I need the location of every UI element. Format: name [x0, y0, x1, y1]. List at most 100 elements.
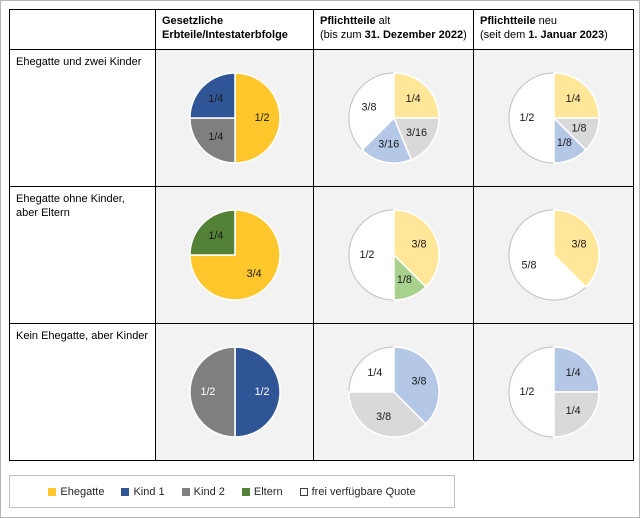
legend-item-eltern: Eltern — [241, 485, 283, 498]
legend-label: Eltern — [253, 485, 283, 498]
legend-label: frei verfügbare Quote — [311, 485, 416, 498]
legend-item-frei-verfuegbare-quote: frei verfügbare Quote — [299, 485, 416, 498]
legend-swatch-ehegatte — [48, 487, 57, 496]
pie-slice-kind-2 — [188, 346, 236, 438]
column-header-pflichtteile-alt: Pflichtteile alt (bis zum 31. Dezember 2… — [314, 10, 474, 50]
pie-slice-label: 1/8 — [571, 122, 586, 134]
pie-slice-ehegatte — [552, 72, 600, 119]
pie-slice-kind-1 — [552, 346, 600, 393]
cell-r1-pflichtteile-neu: 1/4 1/8 1/8 1/2 — [474, 50, 633, 187]
pie-slice-label: 1/2 — [359, 249, 374, 261]
pie-slice-kind-2 — [347, 391, 427, 438]
legend-swatch-eltern — [241, 487, 250, 496]
cell-r2-pflichtteile-alt: 3/8 1/8 1/2 — [314, 187, 474, 324]
pie-container: 3/8 5/8 — [505, 206, 603, 304]
pie-slice-label: 1/4 — [367, 367, 382, 379]
column-header-line: Pflichtteile neu — [480, 15, 558, 27]
pie-slice-label: 1/8 — [556, 137, 571, 149]
inheritance-table: Gesetzliche Erbteile/Intestaterbfolge Pf… — [9, 9, 634, 461]
legend-label: Kind 1 — [133, 485, 165, 498]
pie-slice-label: 3/16 — [406, 127, 427, 139]
legend-swatch-kind2 — [181, 487, 190, 496]
pie-slice-ehegatte — [552, 209, 600, 288]
pie-slice-label: 1/2 — [519, 386, 534, 398]
pie-chart: 3/8 3/8 1/4 — [347, 346, 440, 438]
pie-slice-label: 3/16 — [378, 139, 399, 151]
legend-item-kind1: Kind 1 — [121, 485, 165, 498]
pie-slice-label: 1/4 — [208, 93, 223, 105]
pie-slice-label: 1/8 — [396, 274, 411, 286]
pie-chart: 1/2 1/2 — [188, 346, 281, 438]
cell-r3-gesetzliche: 1/2 1/2 — [156, 324, 314, 460]
pie-slice-kind-2 — [392, 117, 440, 161]
pie-slice-frei-verf-gbare-quote — [347, 72, 394, 151]
pie-chart: 3/4 1/4 — [188, 209, 281, 301]
pie-chart: 3/8 1/8 1/2 — [347, 209, 440, 301]
pie-slice-label: 3/8 — [411, 376, 426, 388]
pie-container: 3/4 1/4 — [186, 206, 284, 304]
pie-slice-label: 3/4 — [246, 268, 261, 280]
pie-slice-label: 5/8 — [521, 259, 536, 271]
legend-swatch-kind1 — [121, 487, 130, 496]
cell-r1-pflichtteile-alt: 1/4 3/16 3/16 3/8 — [314, 50, 474, 187]
pie-slice-label: 1/2 — [200, 386, 215, 398]
pie-slice-ehegatte — [392, 72, 440, 119]
pie-slice-kind-1 — [360, 116, 412, 164]
pie-slice-label: 1/4 — [565, 367, 580, 379]
cell-r2-gesetzliche: 3/4 1/4 — [156, 187, 314, 324]
pie-slice-label: 1/4 — [208, 230, 223, 242]
pie-slice-kind-1 — [188, 72, 236, 119]
column-header-line: Erbteile/Intestaterbfolge — [162, 29, 288, 42]
cell-r3-pflichtteile-alt: 3/8 3/8 1/4 — [314, 324, 474, 460]
pie-slice-kind-2 — [552, 391, 600, 438]
legend: Ehegatte Kind 1 Kind 2 Eltern frei verfü… — [9, 475, 455, 508]
pie-container: 1/2 1/4 1/4 — [186, 69, 284, 167]
pie-container: 1/2 1/2 — [186, 343, 284, 441]
pie-slice-eltern — [188, 209, 236, 256]
row-label-ehegatte-ohne-kinder: Ehegatte ohne Kinder, aber Eltern — [10, 187, 156, 324]
pie-slice-label: 3/8 — [411, 239, 426, 251]
pie-container: 3/8 3/8 1/4 — [345, 343, 443, 441]
pie-slice-label: 1/4 — [565, 405, 580, 417]
pie-slice-label: 3/8 — [571, 239, 586, 251]
row-label-kein-ehegatte: Kein Ehegatte, aber Kinder — [10, 324, 156, 460]
cell-r1-gesetzliche: 1/2 1/4 1/4 — [156, 50, 314, 187]
column-header-line: Pflichtteile alt — [320, 15, 391, 27]
legend-swatch-frei — [299, 487, 308, 496]
column-header-line: (bis zum 31. Dezember 2022) — [320, 29, 467, 42]
pie-slice-frei-verf-gbare-quote — [347, 346, 394, 393]
pie-slice-label: 1/2 — [254, 386, 269, 398]
cell-r2-pflichtteile-neu: 3/8 5/8 — [474, 187, 633, 324]
pie-container: 1/4 1/4 1/2 — [505, 343, 603, 441]
legend-label: Kind 2 — [193, 485, 225, 498]
pie-slice-ehegatte — [233, 72, 281, 164]
cell-r3-pflichtteile-neu: 1/4 1/4 1/2 — [474, 324, 633, 460]
pie-container: 1/4 1/8 1/8 1/2 — [505, 69, 603, 167]
pie-slice-kind-1 — [392, 346, 440, 425]
pie-slice-frei-verf-gbare-quote — [507, 209, 587, 301]
pie-slice-label: 1/4 — [208, 131, 223, 143]
pie-container: 3/8 1/8 1/2 — [345, 206, 443, 304]
legend-item-kind2: Kind 2 — [181, 485, 225, 498]
column-header-line: Gesetzliche — [162, 15, 224, 27]
pie-chart: 1/4 3/16 3/16 3/8 — [347, 72, 440, 164]
corner-cell — [10, 10, 156, 50]
pie-slice-frei-verf-gbare-quote — [507, 72, 554, 164]
pie-chart: 3/8 5/8 — [507, 209, 600, 301]
pie-chart: 1/4 1/4 1/2 — [507, 346, 600, 438]
column-header-pflichtteile-neu: Pflichtteile neu (seit dem 1. Januar 202… — [474, 10, 633, 50]
pie-slice-kind-1 — [233, 346, 281, 438]
column-header-line: (seit dem 1. Januar 2023) — [480, 29, 608, 42]
pie-slice-label: 1/2 — [519, 112, 534, 124]
pie-chart: 1/2 1/4 1/4 — [188, 72, 281, 164]
pie-slice-label: 1/4 — [565, 93, 580, 105]
pie-slice-ehegatte — [392, 209, 440, 288]
pie-slice-label: 3/8 — [361, 102, 376, 114]
legend-label: Ehegatte — [60, 485, 105, 498]
pie-slice-label: 1/4 — [405, 93, 420, 105]
pie-slice-frei-verf-gbare-quote — [347, 209, 394, 301]
legend-item-ehegatte: Ehegatte — [48, 486, 104, 498]
pie-slice-frei-verf-gbare-quote — [507, 346, 554, 438]
column-header-gesetzliche: Gesetzliche Erbteile/Intestaterbfolge — [156, 10, 314, 50]
